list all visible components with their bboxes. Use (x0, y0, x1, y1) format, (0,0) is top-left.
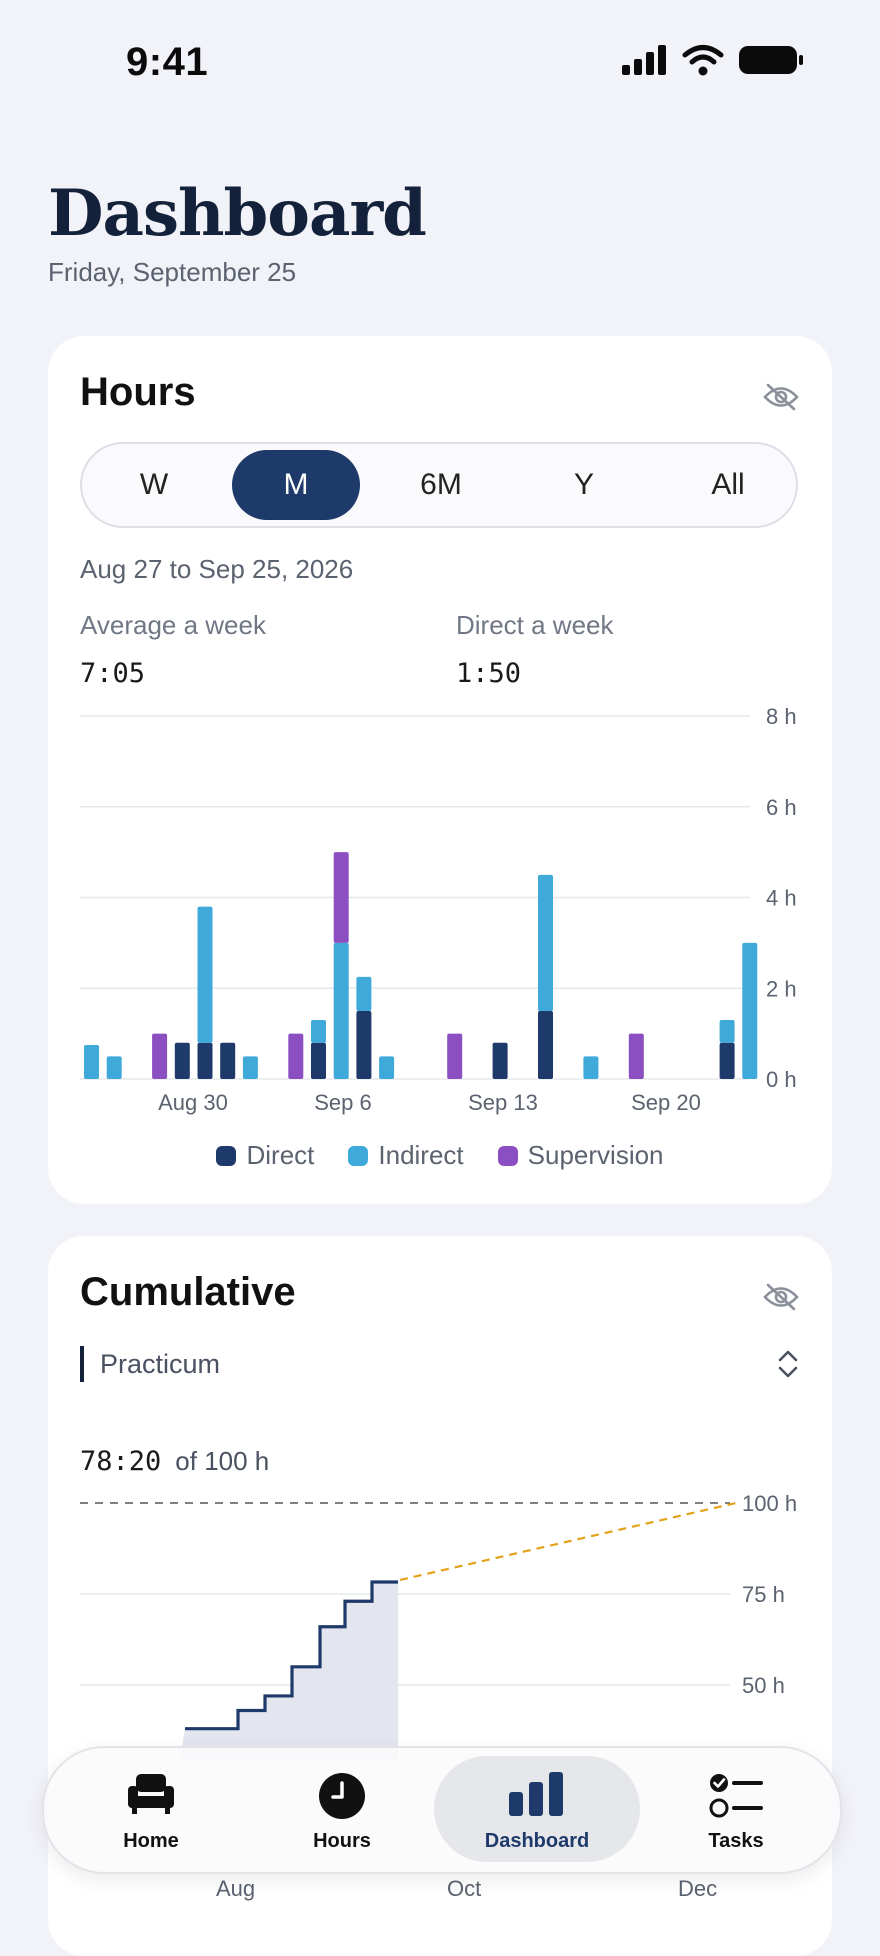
bar-supervision (152, 1033, 168, 1079)
chevron-up-down-icon[interactable] (776, 1348, 800, 1380)
home-armchair-icon (44, 1772, 258, 1816)
segment-month[interactable]: M (232, 450, 360, 520)
bar-direct (220, 1042, 236, 1079)
checklist-icon (636, 1772, 836, 1820)
y-tick-label: 50 h (742, 1673, 785, 1698)
bar-supervision (288, 1033, 304, 1079)
cum-x-tick-oct: Oct (447, 1876, 482, 1901)
legend-supervision-label: Supervision (527, 1140, 664, 1170)
bar-indirect (719, 1020, 735, 1043)
projection-line (399, 1501, 737, 1582)
bar-direct (174, 1042, 190, 1079)
legend-direct: Direct (216, 1140, 314, 1171)
hide-eye-icon[interactable] (762, 1282, 800, 1312)
bar-direct (311, 1042, 326, 1079)
bar-indirect (333, 942, 349, 1079)
x-tick-label: Sep 20 (631, 1090, 701, 1115)
x-tick-label: Sep 6 (314, 1090, 372, 1115)
tab-tasks[interactable]: Tasks (636, 1748, 836, 1872)
hours-card-title: Hours (80, 370, 196, 414)
y-tick-label: 0 h (766, 1067, 797, 1092)
bar-indirect (242, 1056, 258, 1079)
bar-indirect (538, 874, 553, 1011)
cumulative-line (185, 1580, 398, 1731)
status-time: 9:41 (126, 40, 209, 84)
legend-supervision-swatch (497, 1145, 518, 1166)
cumulative-area (180, 1581, 398, 1760)
bar-direct (197, 1042, 213, 1079)
bar-direct (492, 1042, 508, 1079)
cumulative-total: 78:20 of 100 h (80, 1446, 269, 1477)
period-segmented-control: W M 6M Y All (80, 442, 798, 528)
wifi-icon (682, 45, 724, 76)
bar-indirect (379, 1056, 395, 1079)
tab-home[interactable]: Home (44, 1748, 258, 1872)
tab-bar: Home Hours Dashboard (42, 1746, 842, 1874)
average-week-value: 7:05 (80, 658, 146, 689)
cum-x-tick-aug: Aug (216, 1876, 256, 1901)
bar-indirect (742, 942, 758, 1079)
clock-icon (236, 1772, 448, 1820)
bar-indirect (197, 906, 213, 1043)
cumulative-goal-label: of 100 h (175, 1446, 270, 1476)
cellular-signal-icon (622, 45, 666, 75)
bar-supervision (628, 1033, 644, 1079)
legend-indirect-swatch (348, 1145, 369, 1166)
bar-indirect (84, 1044, 99, 1079)
direct-week-label: Direct a week (456, 610, 614, 640)
tab-dashboard[interactable]: Dashboard (434, 1748, 640, 1872)
x-tick-label: Sep 13 (468, 1090, 538, 1115)
status-icons (620, 44, 804, 76)
page-date: Friday, September 25 (48, 257, 297, 287)
y-tick-label: 6 h (766, 795, 797, 820)
y-tick-label: 4 h (766, 886, 797, 911)
chart-legend: Direct Indirect Supervision (0, 1140, 880, 1171)
bar-direct (719, 1042, 735, 1079)
tab-home-label: Home (123, 1830, 179, 1852)
segment-all[interactable]: All (711, 468, 745, 501)
y-tick-label: 2 h (766, 976, 797, 1001)
date-range: Aug 27 to Sep 25, 2026 (80, 554, 354, 584)
cumulative-value: 78:20 (80, 1446, 162, 1477)
y-tick-label: 8 h (766, 704, 797, 729)
cum-x-tick-dec: Dec (678, 1876, 718, 1901)
legend-direct-swatch (216, 1145, 237, 1166)
bar-direct (538, 1010, 553, 1079)
bar-chart-icon (434, 1772, 640, 1816)
legend-indirect: Indirect (348, 1140, 464, 1171)
legend-indirect-label: Indirect (378, 1140, 464, 1170)
bar-indirect (583, 1056, 599, 1079)
segment-year[interactable]: Y (573, 468, 594, 501)
bar-supervision (447, 1033, 463, 1079)
legend-direct-label: Direct (246, 1140, 315, 1170)
segment-6-months[interactable]: 6M (420, 468, 462, 501)
tab-tasks-label: Tasks (708, 1830, 764, 1852)
bar-indirect (356, 976, 372, 1011)
hide-eye-icon[interactable] (762, 382, 800, 412)
y-tick-label: 75 h (742, 1582, 785, 1607)
tab-dashboard-label: Dashboard (484, 1830, 590, 1852)
legend-supervision: Supervision (497, 1140, 664, 1171)
y-tick-label: 100 h (742, 1491, 797, 1516)
page-title: Dashboard (48, 176, 427, 251)
bar-direct (356, 1010, 372, 1079)
x-tick-label: Aug 30 (158, 1090, 228, 1115)
bar-supervision (333, 852, 349, 943)
bar-indirect (106, 1056, 122, 1079)
status-bar: 9:41 (0, 0, 880, 120)
average-week-label: Average a week (80, 610, 266, 640)
battery-icon (739, 46, 803, 74)
hours-bar-chart: 0 h 2 h 4 h 6 h 8 h Aug 30 Sep 6 Sep 13 Sep 20 (80, 704, 797, 1115)
direct-week-value: 1:50 (456, 658, 522, 689)
segment-week[interactable]: W (139, 468, 169, 501)
cumulative-card-title: Cumulative (80, 1270, 296, 1314)
practicum-selector[interactable]: Practicum (80, 1346, 220, 1382)
tab-hours-label: Hours (313, 1830, 371, 1852)
tab-hours[interactable]: Hours (236, 1748, 448, 1872)
bar-indirect (311, 1020, 326, 1043)
cumulative-chart: 50 h 75 h 100 h (80, 1491, 797, 1760)
